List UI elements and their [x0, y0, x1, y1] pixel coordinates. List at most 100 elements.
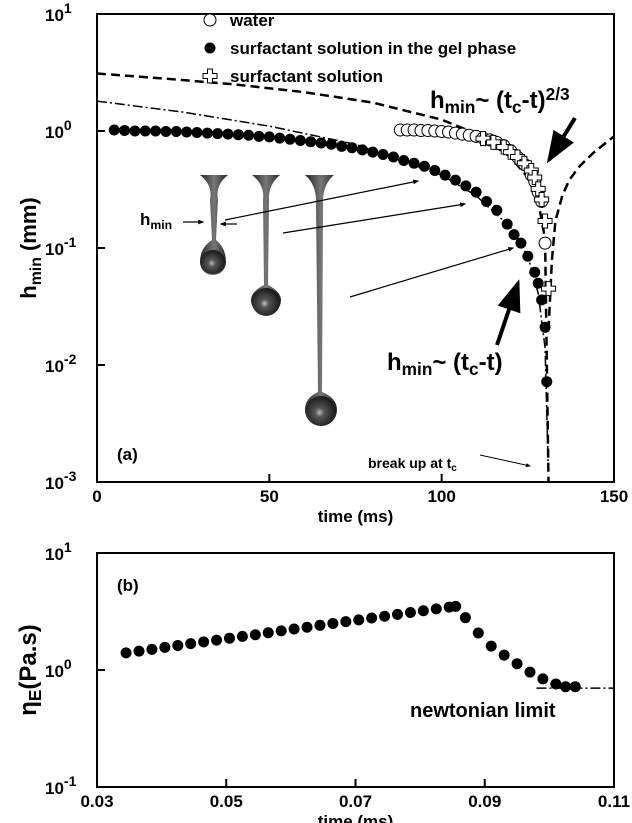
point	[133, 645, 145, 657]
fit-line	[96, 100, 549, 465]
point	[529, 266, 541, 278]
y-tick-exponent: -2	[64, 351, 77, 367]
annotation-part: h	[430, 87, 445, 114]
point	[139, 125, 151, 137]
point	[501, 218, 513, 230]
point	[160, 126, 172, 138]
point	[249, 629, 261, 641]
annotation-part: 2/3	[546, 84, 570, 104]
point	[569, 681, 581, 693]
annotation-part: ~ (t	[475, 87, 512, 114]
point	[172, 639, 184, 651]
y-axis-label: hmin (mm)	[16, 197, 45, 298]
x-tick-label: 0	[92, 487, 101, 506]
point	[222, 128, 234, 140]
y-tick-exponent: -3	[64, 468, 77, 484]
point	[491, 204, 503, 216]
point	[377, 148, 389, 160]
annotation: newtonian limit	[410, 700, 556, 722]
point	[170, 126, 182, 138]
point	[515, 237, 527, 249]
legend-marker	[202, 68, 218, 84]
point	[315, 137, 327, 149]
point	[212, 128, 224, 140]
x-tick-label: 0.09	[468, 792, 501, 811]
y-tick-label: 10-1	[45, 773, 77, 798]
point	[119, 124, 131, 136]
y-axis-label-part: η	[15, 701, 42, 716]
point	[379, 610, 391, 622]
point	[294, 134, 306, 146]
point	[108, 124, 120, 136]
point	[475, 131, 491, 147]
annotation: hmin~ (tc-t)	[387, 349, 503, 379]
y-axis-label-part: h	[16, 285, 41, 298]
point	[560, 681, 572, 693]
point	[498, 649, 510, 661]
point	[418, 160, 430, 172]
point	[253, 130, 265, 142]
y-tick-exponent: -1	[64, 773, 77, 789]
point	[120, 647, 132, 659]
x-axis-label: time (ms)	[318, 507, 394, 526]
fit-line	[547, 135, 615, 330]
annotation-part: newtonian limit	[410, 700, 556, 722]
point	[327, 617, 339, 629]
point	[387, 151, 399, 163]
point	[366, 612, 378, 624]
point	[480, 195, 492, 207]
legend-label: surfactant solution	[230, 67, 383, 86]
point	[301, 621, 313, 633]
point	[223, 632, 235, 644]
y-tick-label: 100	[45, 656, 72, 681]
point	[460, 180, 472, 192]
point	[470, 186, 482, 198]
x-tick-label: 0.03	[80, 792, 113, 811]
annotation-part: min	[445, 97, 476, 117]
y-tick-base: 10	[45, 123, 64, 142]
y-tick-exponent: -1	[64, 234, 77, 250]
point	[538, 236, 552, 250]
point	[325, 138, 337, 150]
point	[336, 140, 348, 152]
point	[398, 154, 410, 166]
point	[201, 127, 213, 139]
point	[541, 376, 553, 388]
fit-line	[96, 72, 550, 483]
drop-photos	[200, 175, 337, 426]
point	[150, 125, 162, 137]
annotation-part: -t)	[522, 87, 546, 114]
point	[159, 641, 171, 653]
y-axis-label-part: E	[25, 690, 45, 702]
y-tick-base: 10	[45, 662, 64, 681]
point	[236, 630, 248, 642]
point	[340, 616, 352, 628]
y-axis-label-part: (Pa.s)	[15, 624, 42, 689]
y-tick-exponent: 1	[64, 0, 72, 16]
point	[314, 619, 326, 631]
y-tick-label: 101	[45, 0, 72, 25]
point	[185, 638, 197, 650]
annotation-part: h	[140, 210, 150, 229]
point	[404, 607, 416, 619]
point	[534, 191, 550, 207]
y-tick-label: 10-2	[45, 351, 77, 376]
y-tick-exponent: 0	[64, 117, 72, 133]
y-tick-base: 10	[45, 6, 64, 25]
annotation-part: c	[451, 463, 457, 474]
point	[536, 294, 548, 306]
point	[181, 126, 193, 138]
annotation-part: h	[387, 349, 402, 376]
point	[146, 643, 158, 655]
y-tick-label: 10-3	[45, 468, 77, 493]
point	[284, 133, 296, 145]
point	[439, 169, 451, 181]
y-axis-label-part: (mm)	[16, 197, 41, 257]
point	[511, 658, 523, 670]
y-tick-label: 10-1	[45, 234, 77, 259]
y-tick-exponent: 0	[64, 656, 72, 672]
point	[537, 673, 549, 685]
point	[198, 636, 210, 648]
point	[541, 281, 557, 297]
